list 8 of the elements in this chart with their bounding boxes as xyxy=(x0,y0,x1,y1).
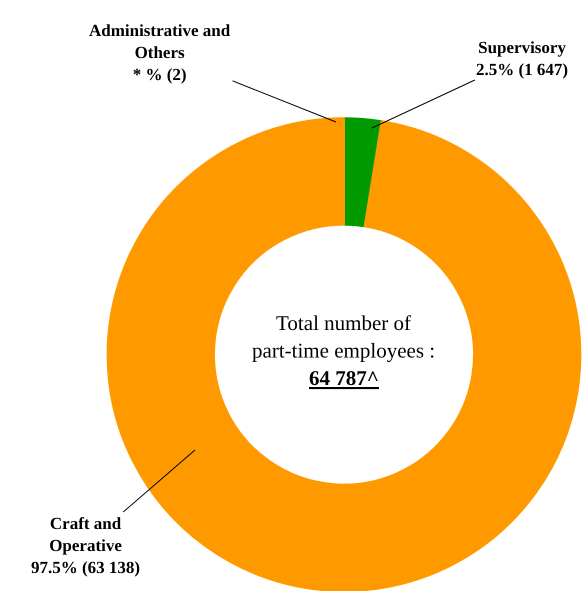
data-label: 97.5% (63 138) xyxy=(31,558,140,578)
data-label: * % (2) xyxy=(132,65,187,84)
text: 64 787^ xyxy=(309,366,379,390)
text: Total number of part-time employees : xyxy=(252,311,436,362)
slice-label: Craft and Operative xyxy=(49,514,122,556)
slice-label: Supervisory xyxy=(478,38,566,57)
data-label: 2.5% (1 647) xyxy=(476,60,568,80)
slice-label: Administrative and Others xyxy=(89,21,231,62)
